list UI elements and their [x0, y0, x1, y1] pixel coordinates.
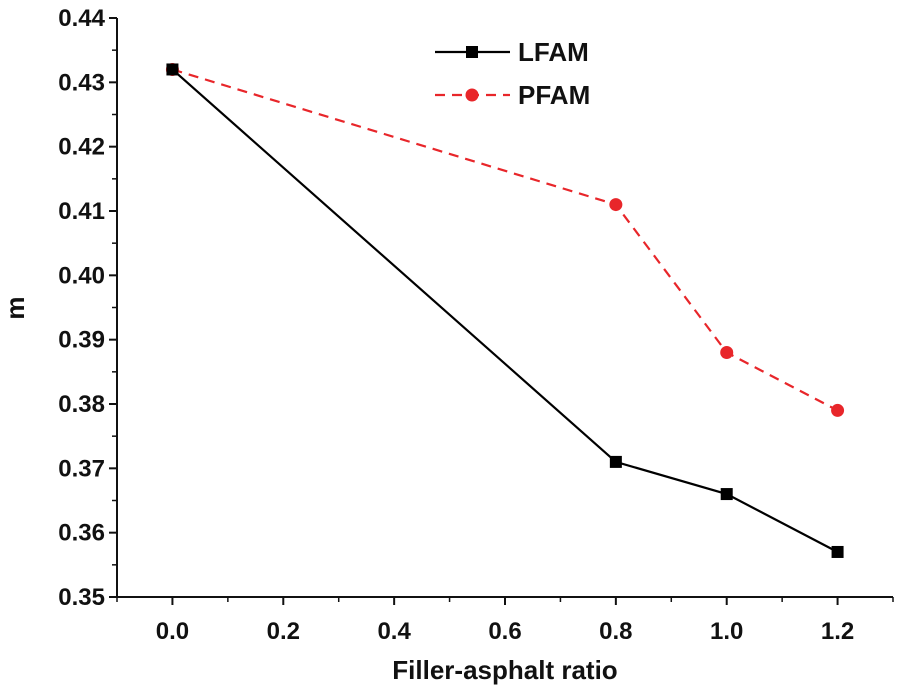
lfam-point: [720, 488, 733, 501]
axes: 0.35 0.36 0.37 0.38 0.39 0.40 0.41 0.42 0.43 0.44…: [58, 5, 894, 645]
y-tick-label: 0.36: [58, 520, 105, 547]
y-tick-label: 0.38: [58, 391, 105, 418]
x-tick-label: 0.0: [156, 618, 189, 645]
lfam-legend-marker: [466, 46, 478, 58]
x-tick-label: 0.6: [488, 618, 521, 645]
lfam-point: [609, 455, 622, 468]
series-layer: [165, 62, 845, 558]
legend: LFAM PFAM: [435, 37, 590, 110]
pfam-point: [831, 403, 845, 417]
pfam-legend-marker: [465, 88, 479, 102]
x-tick-label: 0.4: [377, 618, 411, 645]
y-axis-title: m: [0, 296, 30, 319]
pfam-series: [172, 68, 839, 412]
pfam-line: [172, 68, 839, 412]
lfam-legend-label: LFAM: [518, 37, 589, 67]
y-tick-label: 0.42: [58, 134, 105, 161]
x-tick-label: 1.2: [821, 618, 854, 645]
x-tick-label: 1.0: [710, 618, 743, 645]
y-tick-label: 0.40: [58, 262, 105, 289]
lfam-series: [171, 68, 839, 553]
x-tick-label: 0.8: [599, 618, 632, 645]
y-tick-label: 0.35: [58, 584, 105, 611]
y-tick-label: 0.39: [58, 327, 105, 354]
x-tick-label: 0.2: [267, 618, 300, 645]
pfam-point: [720, 346, 734, 360]
lfam-point: [831, 545, 844, 558]
y-tick-label: 0.41: [58, 198, 105, 225]
pfam-point: [609, 198, 623, 212]
y-tick-label: 0.37: [58, 455, 105, 482]
pfam-legend-label: PFAM: [518, 80, 590, 110]
y-tick-label: 0.44: [58, 5, 105, 32]
y-tick-label: 0.43: [58, 69, 105, 96]
x-axis-title: Filler-asphalt ratio: [392, 655, 617, 685]
lfam-line: [171, 68, 839, 553]
lfam-point: [166, 63, 179, 76]
